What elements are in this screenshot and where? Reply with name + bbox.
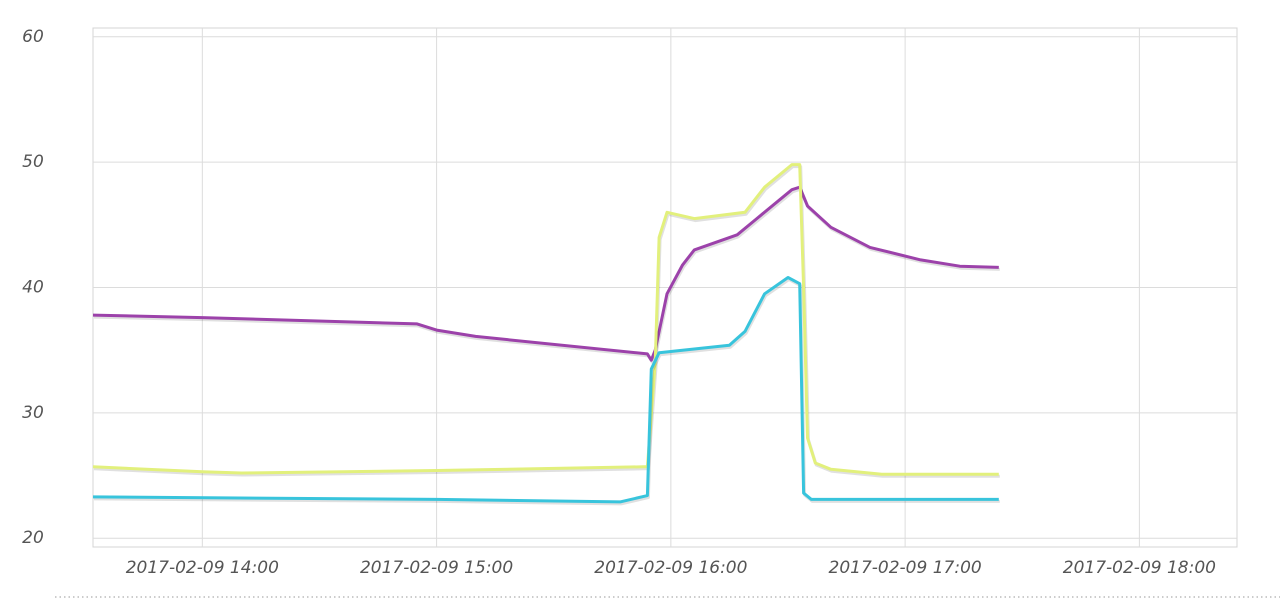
y-tick-label: 20 [22,528,44,548]
x-tick-label: 2017-02-09 14:00 [126,558,279,578]
series-line [92,276,999,504]
line-shadow [93,187,1000,364]
lines [92,163,1000,506]
y-tick-label: 30 [22,403,44,423]
x-tick-label: 2017-02-09 16:00 [594,558,747,578]
series-line [92,163,999,476]
series-line [92,185,999,362]
labels: 20 30 40 50 60 2017-02-09 14:00 2017-02-09 15:… [22,27,1216,578]
y-tick-label: 60 [22,27,44,47]
x-tick-label: 2017-02-09 15:00 [360,558,513,578]
y-tick-label: 50 [22,152,44,172]
x-tick-label: 2017-02-09 18:00 [1063,558,1216,578]
grid [93,28,1237,547]
y-tick-label: 40 [22,278,44,298]
x-tick-label: 2017-02-09 17:00 [829,558,982,578]
